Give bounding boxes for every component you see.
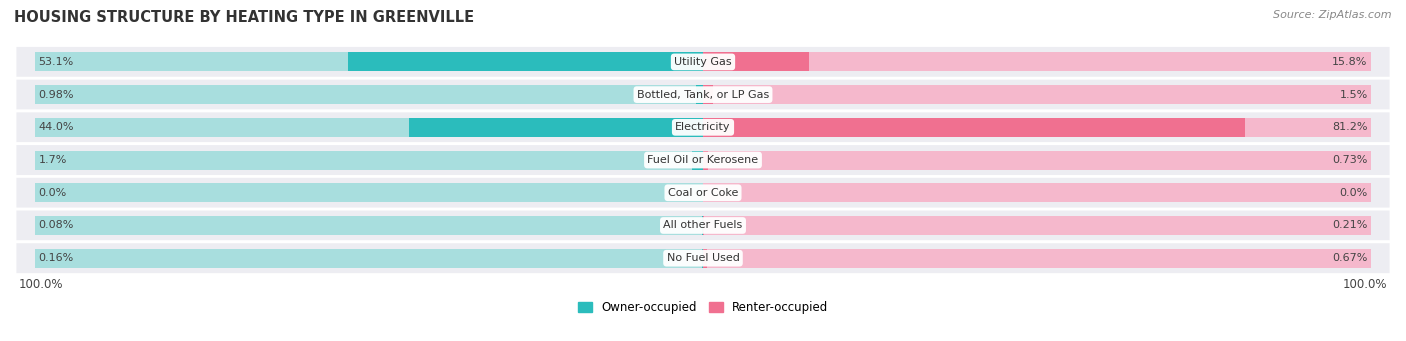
FancyBboxPatch shape <box>15 242 1391 275</box>
Bar <box>35 85 703 104</box>
Bar <box>35 216 703 235</box>
Bar <box>35 151 703 169</box>
Text: 0.98%: 0.98% <box>38 90 75 100</box>
FancyBboxPatch shape <box>15 111 1391 144</box>
Text: 0.0%: 0.0% <box>38 188 66 198</box>
Bar <box>703 183 1371 202</box>
Text: 0.73%: 0.73% <box>1333 155 1368 165</box>
FancyBboxPatch shape <box>15 176 1391 209</box>
Bar <box>35 53 703 71</box>
Text: All other Fuels: All other Fuels <box>664 221 742 231</box>
Text: 1.7%: 1.7% <box>38 155 66 165</box>
Bar <box>703 85 713 104</box>
Bar <box>703 85 1371 104</box>
Text: 0.16%: 0.16% <box>38 253 73 263</box>
Bar <box>703 53 1371 71</box>
Bar <box>703 249 707 268</box>
Text: Source: ZipAtlas.com: Source: ZipAtlas.com <box>1274 10 1392 20</box>
Text: No Fuel Used: No Fuel Used <box>666 253 740 263</box>
Text: 1.5%: 1.5% <box>1340 90 1368 100</box>
Bar <box>696 85 703 104</box>
Bar <box>409 118 703 137</box>
Text: 53.1%: 53.1% <box>38 57 73 67</box>
Bar <box>703 151 707 169</box>
Bar <box>35 183 703 202</box>
Text: Electricity: Electricity <box>675 122 731 132</box>
Bar <box>692 151 703 169</box>
Text: 0.67%: 0.67% <box>1333 253 1368 263</box>
Bar <box>703 249 1371 268</box>
Text: 0.0%: 0.0% <box>1340 188 1368 198</box>
Bar <box>703 118 1371 137</box>
Legend: Owner-occupied, Renter-occupied: Owner-occupied, Renter-occupied <box>578 301 828 314</box>
FancyBboxPatch shape <box>15 209 1391 242</box>
Bar <box>349 53 703 71</box>
Bar <box>35 249 703 268</box>
FancyBboxPatch shape <box>15 144 1391 176</box>
FancyBboxPatch shape <box>15 78 1391 111</box>
FancyBboxPatch shape <box>15 46 1391 78</box>
Bar <box>703 118 1246 137</box>
Text: 100.0%: 100.0% <box>18 279 63 292</box>
Text: Fuel Oil or Kerosene: Fuel Oil or Kerosene <box>647 155 759 165</box>
Text: Utility Gas: Utility Gas <box>675 57 731 67</box>
Text: HOUSING STRUCTURE BY HEATING TYPE IN GREENVILLE: HOUSING STRUCTURE BY HEATING TYPE IN GRE… <box>14 10 474 25</box>
Text: 15.8%: 15.8% <box>1333 57 1368 67</box>
Text: 0.08%: 0.08% <box>38 221 73 231</box>
Text: 0.21%: 0.21% <box>1333 221 1368 231</box>
Bar <box>703 216 1371 235</box>
Bar <box>703 151 1371 169</box>
Bar <box>35 118 703 137</box>
Text: 81.2%: 81.2% <box>1331 122 1368 132</box>
Text: Bottled, Tank, or LP Gas: Bottled, Tank, or LP Gas <box>637 90 769 100</box>
Bar <box>703 53 808 71</box>
Text: 44.0%: 44.0% <box>38 122 75 132</box>
Text: 100.0%: 100.0% <box>1343 279 1388 292</box>
Text: Coal or Coke: Coal or Coke <box>668 188 738 198</box>
